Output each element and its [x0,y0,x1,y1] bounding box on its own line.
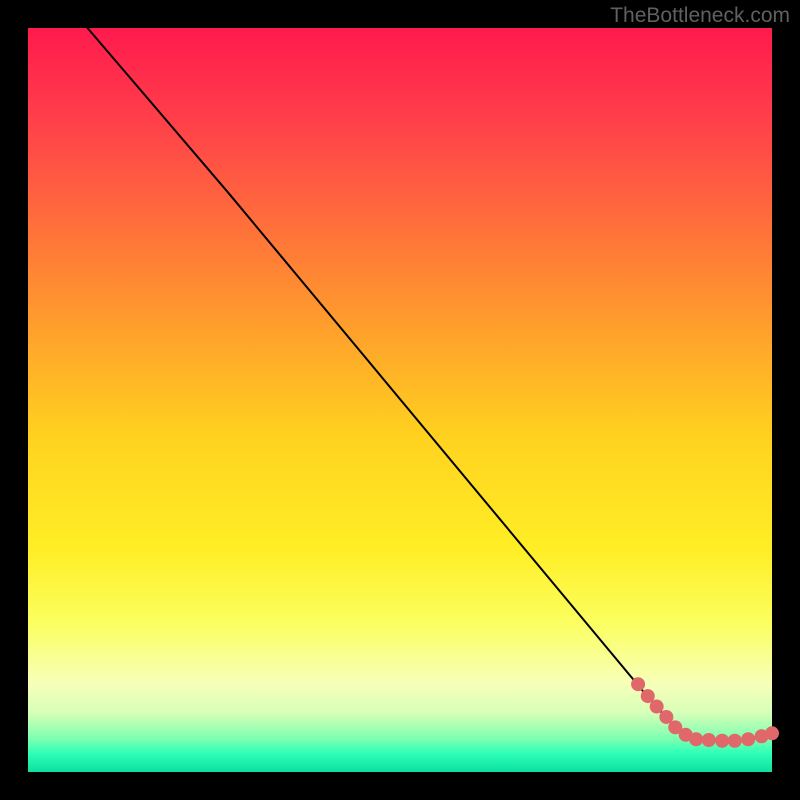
watermark-text: TheBottleneck.com [610,4,790,28]
plot-area [28,28,772,772]
chart-frame: TheBottleneck.com [0,0,800,800]
